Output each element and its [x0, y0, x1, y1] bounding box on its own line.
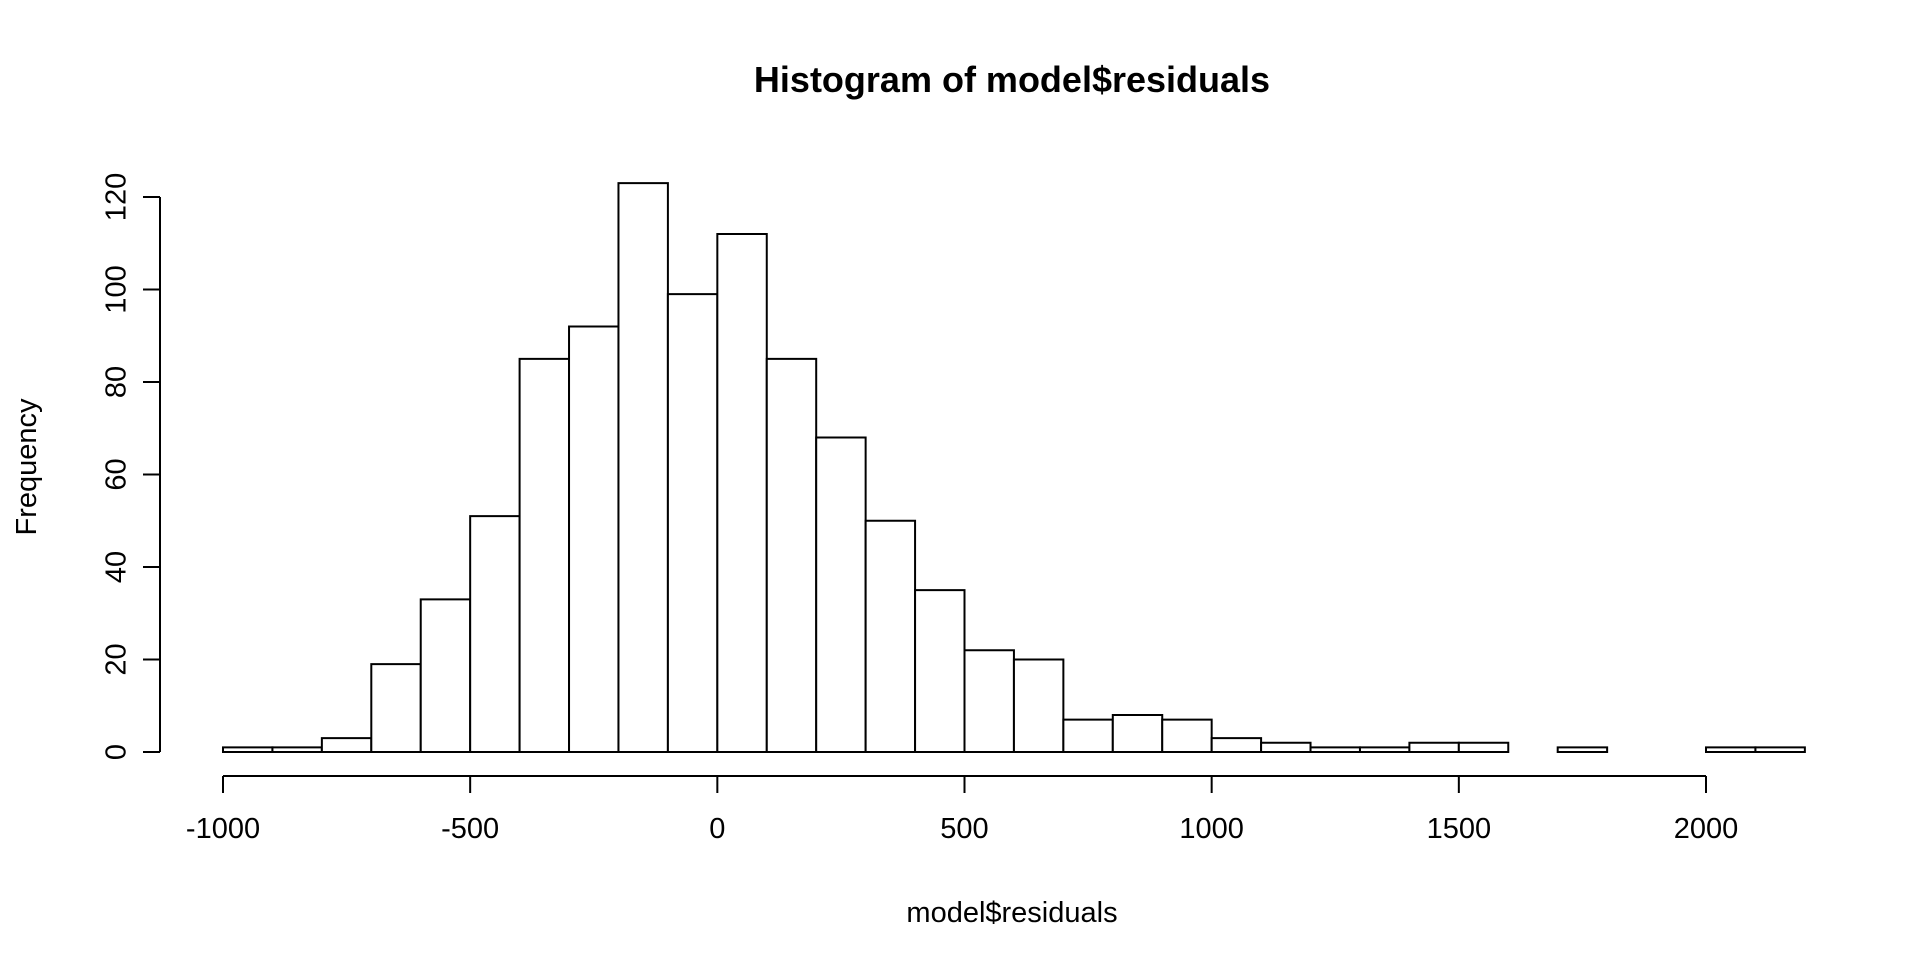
histogram-bar [1705, 746, 1757, 753]
histogram-bar [1556, 746, 1609, 753]
y-tick-label: 80 [101, 366, 133, 398]
chart-title: Histogram of model$residuals [754, 59, 1270, 100]
histogram-bar [222, 746, 274, 753]
histogram-bar [1754, 746, 1806, 753]
histogram-bar [1062, 718, 1114, 753]
histogram-bar [1260, 741, 1312, 753]
histogram-bar [914, 589, 966, 753]
y-tick-label: 40 [101, 551, 133, 583]
histogram-bar [864, 519, 917, 753]
histogram-bar [765, 357, 818, 753]
y-tick-label: 100 [101, 265, 133, 313]
histogram-bar [1012, 658, 1065, 753]
y-tick-label: 60 [101, 458, 133, 490]
x-tick-label: 2000 [1674, 813, 1739, 845]
histogram-bar [716, 233, 768, 753]
y-axis: 0 20 40 60 80 100 120 [101, 173, 161, 760]
histogram-bar [469, 515, 521, 753]
x-tick-label: 1500 [1427, 813, 1492, 845]
x-axis-label: model$residuals [906, 897, 1117, 929]
histogram-bar [518, 357, 571, 753]
histogram-bar [1457, 741, 1510, 753]
histogram-bar [370, 663, 422, 753]
x-tick-label: -1000 [186, 813, 260, 845]
histogram-bar [568, 325, 620, 753]
x-axis: -1000 -500 0 500 1000 1500 2000 [186, 775, 1739, 845]
histogram-bar [666, 293, 719, 753]
histogram-bar [320, 737, 373, 753]
y-tick-label: 0 [101, 744, 133, 760]
x-tick-label: 500 [940, 813, 988, 845]
histogram-bar [1210, 737, 1263, 753]
histogram-bar [617, 182, 669, 753]
x-tick-label: 0 [709, 813, 725, 845]
x-tick-label: -500 [441, 813, 499, 845]
histogram-bar [1358, 746, 1411, 753]
y-axis-label: Frequency [11, 398, 43, 536]
bars-group [222, 182, 1806, 753]
histogram-bar [1309, 746, 1361, 753]
histogram-bar [419, 598, 472, 753]
histogram-bar [1408, 741, 1460, 753]
y-tick-label: 20 [101, 643, 133, 675]
histogram-bar [1111, 714, 1164, 753]
histogram-bar [815, 436, 867, 753]
histogram-bar [963, 649, 1015, 753]
histogram-bar [271, 746, 323, 753]
x-tick-label: 1000 [1179, 813, 1244, 845]
histogram-bar [1161, 718, 1213, 753]
y-tick-label: 120 [101, 173, 133, 221]
